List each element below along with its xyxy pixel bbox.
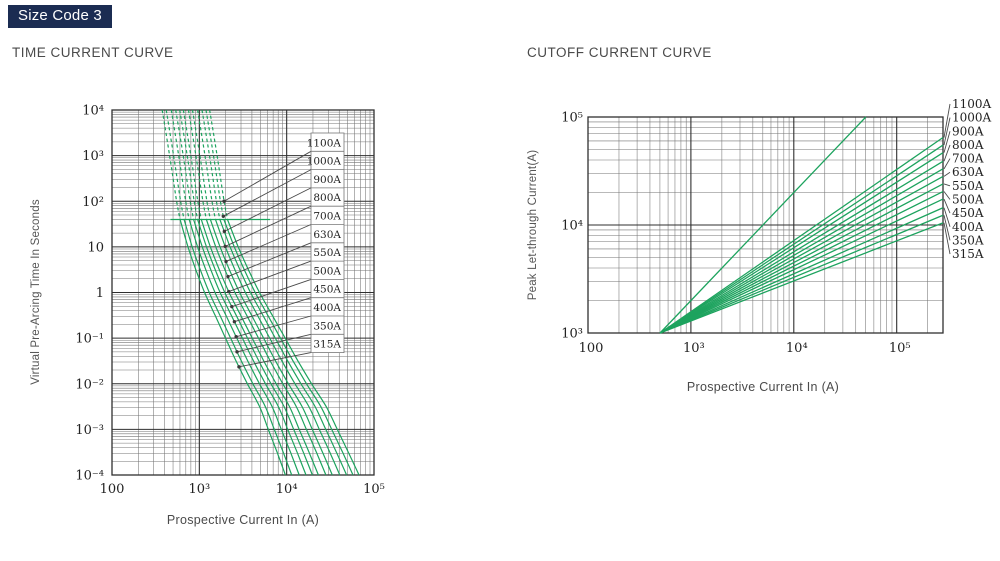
cutoff-line-350A	[659, 214, 944, 334]
tcc-curve-1100A-dashed	[209, 109, 229, 220]
cutoff-y-tick: 10³	[561, 327, 583, 342]
cutoff-curve-label-315A: 315A	[952, 247, 984, 261]
tcc-y-axis-title: Virtual Pre-Arcing Time In Seconds	[30, 199, 42, 385]
cutoff-x-tick: 10³	[683, 341, 705, 356]
cutoff-line-630A	[659, 175, 944, 334]
cutoff-x-tick: 100	[579, 341, 604, 356]
cutoff-lines	[659, 116, 944, 334]
cutoff-curve-labels: 1100A1000A900A800A700A630A550A500A450A40…	[943, 97, 992, 261]
cutoff-y-tick: 10⁴	[561, 219, 583, 234]
tcc-curves	[161, 109, 360, 476]
tcc-y-tick: 10⁴	[82, 104, 104, 119]
tcc-curve-630A	[205, 219, 327, 476]
tcc-curve-labels: 1100A 1000A 900A 800A 700A 630A 550A 500A 450A 40…	[307, 132, 345, 354]
cutoff-line-1000A	[659, 144, 944, 334]
cutoff-curve-label-630A: 630A	[952, 165, 984, 179]
cutoff-line-315A	[659, 222, 944, 334]
cutoff-x-axis-title: Prospective Current In (A)	[686, 380, 840, 394]
cutoff-curve-label-1000A: 1000A	[952, 111, 992, 125]
tcc-curve-315A	[179, 219, 286, 476]
tcc-x-tick: 10³	[188, 482, 210, 497]
cutoff-line-450A	[659, 198, 944, 334]
tcc-curve-label-550A: 550A	[313, 247, 341, 259]
tcc-curve-label-315A: 315A	[313, 339, 341, 351]
tcc-curve-label-500A: 500A	[313, 265, 341, 277]
tcc-curve-550A	[200, 219, 319, 476]
tcc-curve-315A-dashed	[161, 109, 181, 220]
tcc-curve-800A-dashed	[197, 109, 217, 220]
cutoff-curve-label-800A: 800A	[952, 138, 984, 152]
tcc-y-tick: 10	[87, 240, 104, 255]
tcc-curve-500A-dashed	[179, 109, 199, 220]
cutoff-x-tick: 10⁴	[786, 341, 808, 356]
tcc-curve-label-800A: 800A	[313, 192, 341, 204]
cutoff-curve-label-1100A: 1100A	[952, 97, 992, 111]
cutoff-x-tick: 10⁵	[889, 341, 911, 356]
tcc-y-tick: 10²	[82, 195, 104, 210]
tcc-x-tick: 10⁴	[276, 482, 298, 497]
cutoff-line-500A	[659, 190, 944, 334]
tcc-curve-700A	[209, 219, 333, 476]
size-code-badge: Size Code 3	[8, 5, 112, 28]
tcc-curve-900A-dashed	[201, 109, 221, 220]
cutoff-line-1100A	[659, 136, 944, 334]
cutoff-line-900A	[659, 152, 944, 334]
tcc-curve-label-630A: 630A	[313, 229, 341, 241]
cutoff-curve-label-900A: 900A	[952, 124, 984, 138]
cutoff-curve-label-400A: 400A	[952, 220, 984, 234]
cutoff-y-axis-title: Peak Let-through Current(A)	[527, 149, 539, 301]
cutoff-line-550A	[659, 183, 944, 334]
tcc-curve-450A-dashed	[175, 109, 195, 220]
tcc-leader-lines	[221, 150, 312, 369]
tcc-curve-630A-dashed	[187, 109, 207, 220]
cutoff-curve-label-700A: 700A	[952, 152, 984, 166]
tcc-y-tick: 10⁻⁴	[75, 469, 104, 484]
cutoff-line-400A	[659, 207, 944, 334]
cutoff-curve-label-350A: 350A	[952, 233, 984, 247]
tcc-curve-1100A	[226, 219, 360, 476]
tcc-y-tick: 10³	[82, 149, 104, 164]
tcc-curve-350A-dashed	[165, 109, 185, 220]
tcc-curve-label-350A: 350A	[313, 320, 341, 332]
tcc-curve-550A-dashed	[182, 109, 202, 220]
tcc-curve-label-900A: 900A	[313, 174, 341, 186]
tcc-y-tick: 10⁻²	[75, 377, 104, 392]
tcc-curve-label-1100A: 1100A	[307, 137, 342, 149]
tcc-curve-label-700A: 700A	[313, 211, 341, 223]
tcc-curve-label-1000A: 1000A	[307, 156, 342, 168]
tcc-curve-label-450A: 450A	[313, 284, 341, 296]
cutoff-curve-label-500A: 500A	[952, 192, 984, 206]
tcc-y-tick: 1	[96, 286, 104, 301]
cutoff-curve-label-450A: 450A	[952, 206, 984, 220]
tcc-x-tick: 100	[100, 482, 125, 497]
tcc-curve-label-400A: 400A	[313, 302, 341, 314]
tcc-curve-350A	[183, 219, 293, 476]
tcc-y-tick: 10⁻³	[75, 423, 104, 438]
tcc-curve-400A-dashed	[170, 109, 190, 220]
tcc-y-tick: 10⁻¹	[75, 332, 104, 347]
tcc-curve-700A-dashed	[191, 109, 211, 220]
cutoff-current-curve-title: CUTOFF CURRENT CURVE	[527, 45, 712, 60]
tcc-x-axis-title: Prospective Current In (A)	[166, 513, 320, 527]
time-current-curve-title: TIME CURRENT CURVE	[12, 45, 174, 60]
cutoff-prospective-peak-line	[659, 116, 867, 334]
tcc-curve-1000A	[223, 219, 354, 476]
cutoff-line-700A	[659, 168, 944, 334]
cutoff-y-tick: 10⁵	[561, 111, 583, 126]
cutoff-grid	[587, 116, 944, 334]
tcc-curve-800A	[214, 219, 341, 476]
tcc-curve-900A	[219, 219, 348, 476]
tcc-x-tick: 10⁵	[363, 482, 385, 497]
cutoff-curve-label-550A: 550A	[952, 179, 984, 193]
cutoff-line-800A	[659, 160, 944, 334]
tcc-curve-500A	[197, 219, 313, 476]
tcc-curve-400A	[188, 219, 300, 476]
tcc-curve-1000A-dashed	[205, 109, 225, 220]
